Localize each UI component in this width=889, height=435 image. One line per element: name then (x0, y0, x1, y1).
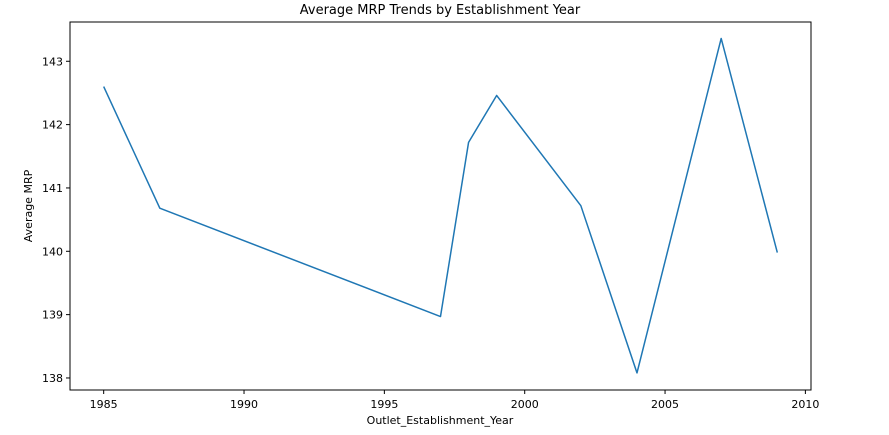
y-tick-label: 139 (42, 309, 63, 322)
chart-title: Average MRP Trends by Establishment Year (300, 3, 581, 18)
x-axis-ticks: 1985 1990 1995 2000 2005 2010 (90, 390, 819, 411)
series-group (102, 37, 779, 374)
y-tick-label: 143 (42, 55, 63, 68)
x-tick-label: 1985 (90, 398, 118, 411)
y-axis-label: Average MRP (22, 169, 35, 242)
x-tick-label: 2010 (791, 398, 819, 411)
y-tick-label: 140 (42, 245, 63, 258)
x-tick-label: 1990 (230, 398, 258, 411)
x-axis-label: Outlet_Establishment_Year (367, 414, 514, 427)
y-tick-label: 142 (42, 119, 63, 132)
x-tick-label: 2005 (651, 398, 679, 411)
y-tick-label: 138 (42, 372, 63, 385)
x-tick-label: 2000 (511, 398, 539, 411)
series-line (102, 37, 779, 374)
y-axis-ticks: 138 139 140 141 142 143 (42, 55, 70, 385)
plot-frame (69, 21, 812, 391)
x-tick-label: 1995 (370, 398, 398, 411)
y-tick-label: 141 (42, 182, 63, 195)
